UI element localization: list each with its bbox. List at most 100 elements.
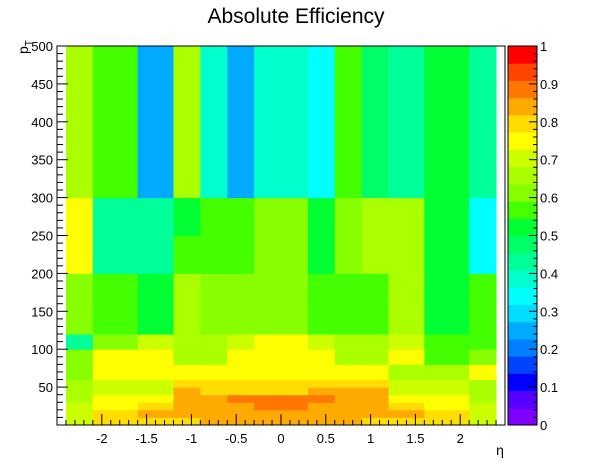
color-scale-band: [508, 63, 537, 81]
heatmap-cell: [227, 409, 255, 418]
heatmap-cell: [424, 334, 470, 350]
color-scale-band: [508, 114, 537, 133]
heatmap-cell: [65, 303, 94, 320]
heatmap-cell: [254, 288, 309, 305]
heatmap-cell: [469, 288, 497, 305]
heatmap-cell: [424, 364, 470, 373]
heatmap-cell: [469, 46, 497, 199]
heatmap-cell: [173, 402, 201, 411]
color-scale-label: 0.3: [540, 304, 558, 319]
heatmap-cell: [173, 46, 201, 199]
heatmap-cell: [65, 235, 94, 274]
heatmap-cell: [254, 402, 309, 411]
heatmap-cell: [361, 334, 390, 350]
heatmap-cell: [424, 288, 470, 305]
heatmap-cell: [388, 235, 425, 274]
heatmap-cell: [469, 394, 497, 403]
heatmap-cell: [334, 235, 363, 274]
heatmap-cell: [388, 46, 425, 199]
heatmap-cell: [173, 235, 201, 274]
color-scale-band: [508, 183, 537, 202]
heatmap-cell: [424, 402, 470, 411]
heatmap-cell: [92, 273, 139, 290]
y-tick-label: 300: [31, 191, 53, 206]
heatmap-cell: [334, 273, 363, 290]
heatmap-cell: [227, 334, 255, 350]
heatmap-cell: [227, 394, 255, 403]
heatmap-cell: [65, 288, 94, 305]
heatmap-cell: [424, 303, 470, 320]
heatmap-cell: [137, 402, 174, 411]
heatmap-cell: [92, 387, 139, 396]
heatmap-cell: [200, 409, 228, 418]
y-tick-label: 450: [31, 77, 53, 92]
heatmap-cell: [173, 349, 201, 358]
color-scale-band: [508, 132, 537, 150]
heatmap-cell: [137, 197, 174, 236]
color-scale-label: 0.5: [540, 229, 558, 244]
heatmap-cell: [307, 303, 336, 320]
heatmap-cell: [92, 379, 139, 388]
heatmap-cell: [334, 402, 363, 411]
heatmap-cell: [65, 46, 94, 199]
heatmap-cell: [254, 303, 309, 320]
y-tick-label: 200: [31, 266, 53, 281]
heatmap-cell: [227, 371, 255, 381]
color-scale-band: [508, 269, 537, 288]
color-scale-label: 0.2: [540, 342, 558, 357]
heatmap-cell: [361, 371, 390, 381]
heatmap-cell: [424, 235, 470, 274]
heatmap-cell: [469, 356, 497, 365]
heatmap-cell: [307, 197, 336, 236]
heatmap-cell: [92, 349, 139, 358]
heatmap-cell: [254, 334, 309, 350]
heatmap-cell: [137, 288, 174, 305]
heatmap-cell: [388, 273, 425, 290]
heatmap-cell: [137, 273, 174, 290]
heatmap-cell: [227, 364, 255, 373]
heatmap-cell: [469, 349, 497, 358]
heatmap-cell: [137, 379, 174, 388]
heatmap-cell: [92, 371, 139, 381]
heatmap-cell: [173, 394, 201, 403]
heatmap-cell: [307, 379, 336, 388]
y-tick-label: 250: [31, 229, 53, 244]
y-tick-label: 150: [31, 304, 53, 319]
heatmap-cell: [65, 402, 94, 411]
heatmap-cell: [307, 387, 336, 396]
heatmap-cell: [173, 409, 201, 418]
heatmap-cell: [200, 46, 228, 199]
heatmap-cell: [173, 364, 201, 373]
x-tick-label: -2: [96, 431, 108, 446]
color-scale-band: [508, 166, 537, 185]
heatmap-cell: [137, 387, 174, 396]
heatmap-cell: [65, 371, 94, 381]
heatmap-cell: [92, 303, 139, 320]
heatmap-cell: [334, 394, 363, 403]
heatmap-cell: [227, 349, 255, 358]
heatmap-cell: [65, 379, 94, 388]
heatmap-cell: [92, 197, 139, 236]
heatmap-cell: [424, 379, 470, 388]
heatmap-cell: [334, 334, 363, 350]
y-tick-label: 350: [31, 153, 53, 168]
heatmap-cell: [227, 288, 255, 305]
heatmap-cell: [424, 417, 470, 426]
heatmap-cell: [334, 364, 363, 373]
y-axis: 50 100 150 200 250 300 350 400 450 500: [31, 39, 68, 418]
heatmap-cell: [65, 364, 94, 373]
color-scale-band: [508, 235, 537, 254]
heatmap-cell: [307, 273, 336, 290]
heatmap-cell: [173, 273, 201, 290]
color-scale-label: 0.7: [540, 153, 558, 168]
heatmap-cell: [388, 334, 425, 350]
heatmap-cell: [92, 356, 139, 365]
heatmap-cell: [173, 288, 201, 305]
heatmap-cell: [200, 394, 228, 403]
heatmap-cell: [200, 235, 228, 274]
heatmap-cell: [307, 402, 336, 411]
heatmap-cell: [227, 387, 255, 396]
heatmap-cell: [227, 197, 255, 236]
x-tick-label: 0: [277, 431, 284, 446]
